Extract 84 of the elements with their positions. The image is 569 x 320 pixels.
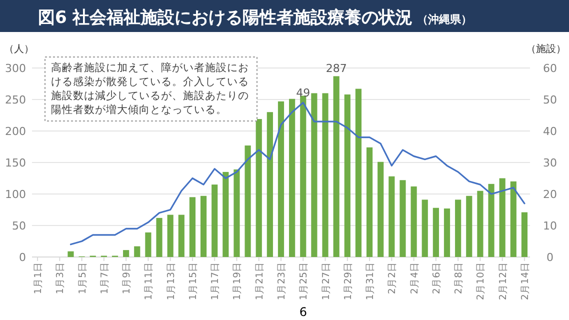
bar (366, 147, 373, 257)
bar (311, 93, 318, 257)
x-tick-label: 2月8日 (454, 262, 465, 294)
y2-tick-label: 60 (543, 62, 557, 75)
x-tick-label: 1月15日 (188, 262, 199, 300)
note: 高齢者施設に加えて、障がい者施設における感染が散発している。介入している施設数は減少しているが、施設あたりの陽性者数が増大傾向となっている。 (44, 56, 258, 122)
bar (422, 200, 428, 257)
x-tick-label: 1月17日 (210, 262, 222, 300)
y-tick-label: 300 (5, 62, 26, 75)
y2-tick-label: 0 (546, 251, 554, 264)
y-tick-label: 150 (5, 156, 26, 170)
bar (145, 232, 152, 257)
bar (400, 180, 406, 257)
x-tick-label: 1月3日 (55, 262, 66, 294)
data-label: 287 (326, 62, 347, 76)
bar (499, 178, 506, 257)
x-tick-label: 1月11日 (144, 262, 155, 300)
y2-tick-label: 30 (543, 156, 557, 170)
x-tick-label: 1月29日 (342, 262, 354, 300)
y-axis-title: （人） (4, 44, 34, 55)
y2-tick-label: 40 (543, 125, 557, 138)
y-tick-label: 0 (19, 251, 26, 264)
bar (200, 196, 207, 257)
bar (278, 101, 284, 257)
bar (410, 186, 417, 257)
bar (521, 212, 528, 257)
y2-tick-label: 10 (543, 220, 557, 232)
x-tick-label: 1月27日 (320, 262, 332, 300)
bar (222, 172, 229, 257)
bar (189, 197, 196, 257)
bar (289, 98, 296, 257)
bar (156, 218, 162, 257)
bar (300, 96, 306, 257)
bar (178, 214, 184, 257)
bar (256, 119, 262, 257)
bar (344, 94, 350, 257)
bar (322, 93, 328, 257)
x-tick-label: 1月1日 (33, 262, 44, 294)
bar (266, 112, 273, 257)
data-label: 49 (296, 86, 310, 100)
bar (510, 181, 516, 257)
y2-tick-label: 20 (543, 188, 557, 201)
x-tick-label: 1月5日 (77, 262, 88, 294)
chart-subtitle: （沖縄県） (416, 13, 472, 26)
y-tick-label: 50 (12, 220, 26, 232)
bar (455, 200, 462, 257)
x-tick-label: 1月31日 (365, 262, 376, 300)
bar (167, 214, 174, 257)
x-tick-label: 2月14日 (520, 262, 531, 300)
x-tick-label: 1月7日 (99, 262, 110, 294)
annotation: 高齢者施設に加えて、障がい者施設における感染が散発している。介入している施設数は減少しているが、施設あたりの陽性者数が増大傾向となっている。 (51, 61, 249, 116)
x-tick-label: 1月21日 (254, 262, 266, 300)
bar (234, 169, 240, 257)
bar (477, 190, 484, 257)
bar (355, 88, 362, 257)
bar (378, 162, 384, 257)
bar (444, 208, 450, 257)
bar (388, 176, 395, 257)
bar (68, 251, 74, 257)
x-tick-label: 2月10日 (476, 262, 487, 300)
x-tick-label: 2月6日 (431, 262, 442, 294)
bar (488, 184, 494, 257)
bar (244, 145, 251, 257)
bar (212, 184, 218, 257)
x-tick-label: 1月25日 (298, 262, 310, 300)
y-tick-label: 250 (5, 94, 26, 106)
x-tick-label: 1月19日 (232, 262, 244, 300)
bar (432, 208, 439, 257)
x-tick-label: 1月13日 (166, 262, 177, 300)
bar (123, 250, 130, 257)
x-tick-label: 2月4日 (409, 262, 420, 294)
y2-axis-title: （施設） (526, 43, 566, 55)
bar (333, 76, 340, 257)
x-tick-label: 1月23日 (276, 262, 288, 300)
bar (134, 246, 140, 257)
x-tick-label: 2月12日 (498, 262, 509, 300)
y2-tick-label: 50 (543, 94, 557, 106)
x-tick-label: 1月9日 (122, 262, 133, 294)
y-tick-label: 200 (5, 125, 26, 138)
y-tick-label: 100 (5, 188, 26, 201)
text: 6 (299, 305, 307, 319)
chart-title: 図6 社会福祉施設における陽性者施設療養の状況 (38, 8, 413, 28)
x-tick-label: 2月2日 (387, 262, 398, 294)
bar (466, 196, 472, 257)
